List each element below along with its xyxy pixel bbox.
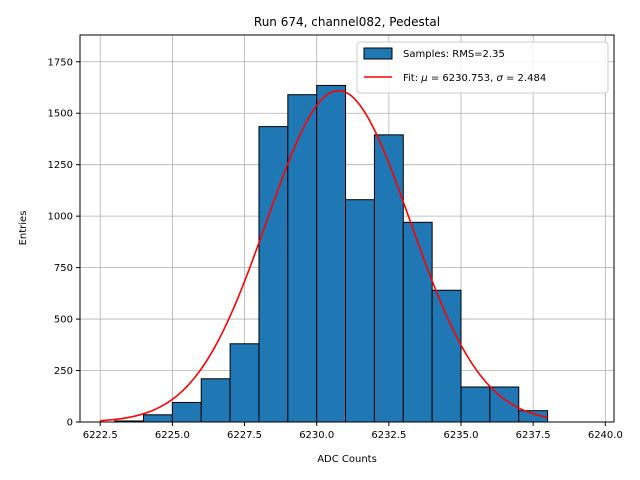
y-tick-label: 1250 [48,160,73,171]
histogram-bar [171,401,202,423]
y-tick-label: 1000 [48,212,73,223]
y-axis-ticks: 0 250 500 750 1000 1250 1500 1750 [48,57,80,429]
x-tick-label: 6237.5 [516,430,551,441]
histogram-bar [229,343,260,423]
legend-box [356,41,609,94]
x-axis-ticks: 6222.5 6225.0 6227.5 6230.0 6232.5 6235.0 6237… [83,422,623,441]
legend: Samples: RMS=2.35 Fit: μ = 6230.753, σ =… [356,41,609,94]
gaussian-fit-curve [100,89,548,422]
y-tick-label: 1500 [48,109,73,120]
x-axis-label: ADC Counts [317,454,377,465]
legend-fit-sigma-symbol: σ [496,73,503,84]
x-tick-label: 6222.5 [83,430,118,441]
legend-fit-label: Fit: μ = 6230.753, σ = 2.484 [403,73,546,84]
y-tick-label: 1750 [48,57,73,68]
y-tick-label: 750 [54,263,73,274]
histogram-bar [143,414,173,423]
y-tick-label: 250 [54,366,73,377]
y-tick-label: 500 [54,315,73,326]
x-tick-label: 6225.0 [155,430,190,441]
chart-title: Run 674, channel082, Pedestal [254,15,440,29]
histogram-bar [489,386,520,423]
histogram-bars [114,84,549,423]
histogram-bar [431,289,462,423]
histogram-bar [345,199,375,423]
histogram-bar [316,84,347,423]
plot-frame [79,34,615,423]
x-tick-label: 6230.0 [299,430,334,441]
histogram-bar [402,221,433,423]
legend-samples-label: Samples: RMS=2.35 [403,49,505,60]
histogram-bar [460,386,491,423]
x-tick-label: 6232.5 [371,430,406,441]
histogram-bar [200,378,231,423]
legend-fit-mu-value: = 6230.753, [428,73,497,84]
legend-fit-sigma-value: = 2.484 [503,73,546,84]
legend-fit-prefix: Fit: [403,73,421,84]
y-tick-label: 0 [67,418,73,429]
x-tick-label: 6227.5 [227,430,262,441]
legend-fit-mu-symbol: μ [420,73,427,84]
histogram-bar [373,134,404,423]
histogram-bar [287,94,318,423]
y-axis-label: Entries [18,211,29,246]
histogram-bar [258,126,289,423]
legend-samples-patch [363,47,393,60]
x-tick-label: 6235.0 [444,430,479,441]
x-tick-label: 6240.0 [588,430,623,441]
